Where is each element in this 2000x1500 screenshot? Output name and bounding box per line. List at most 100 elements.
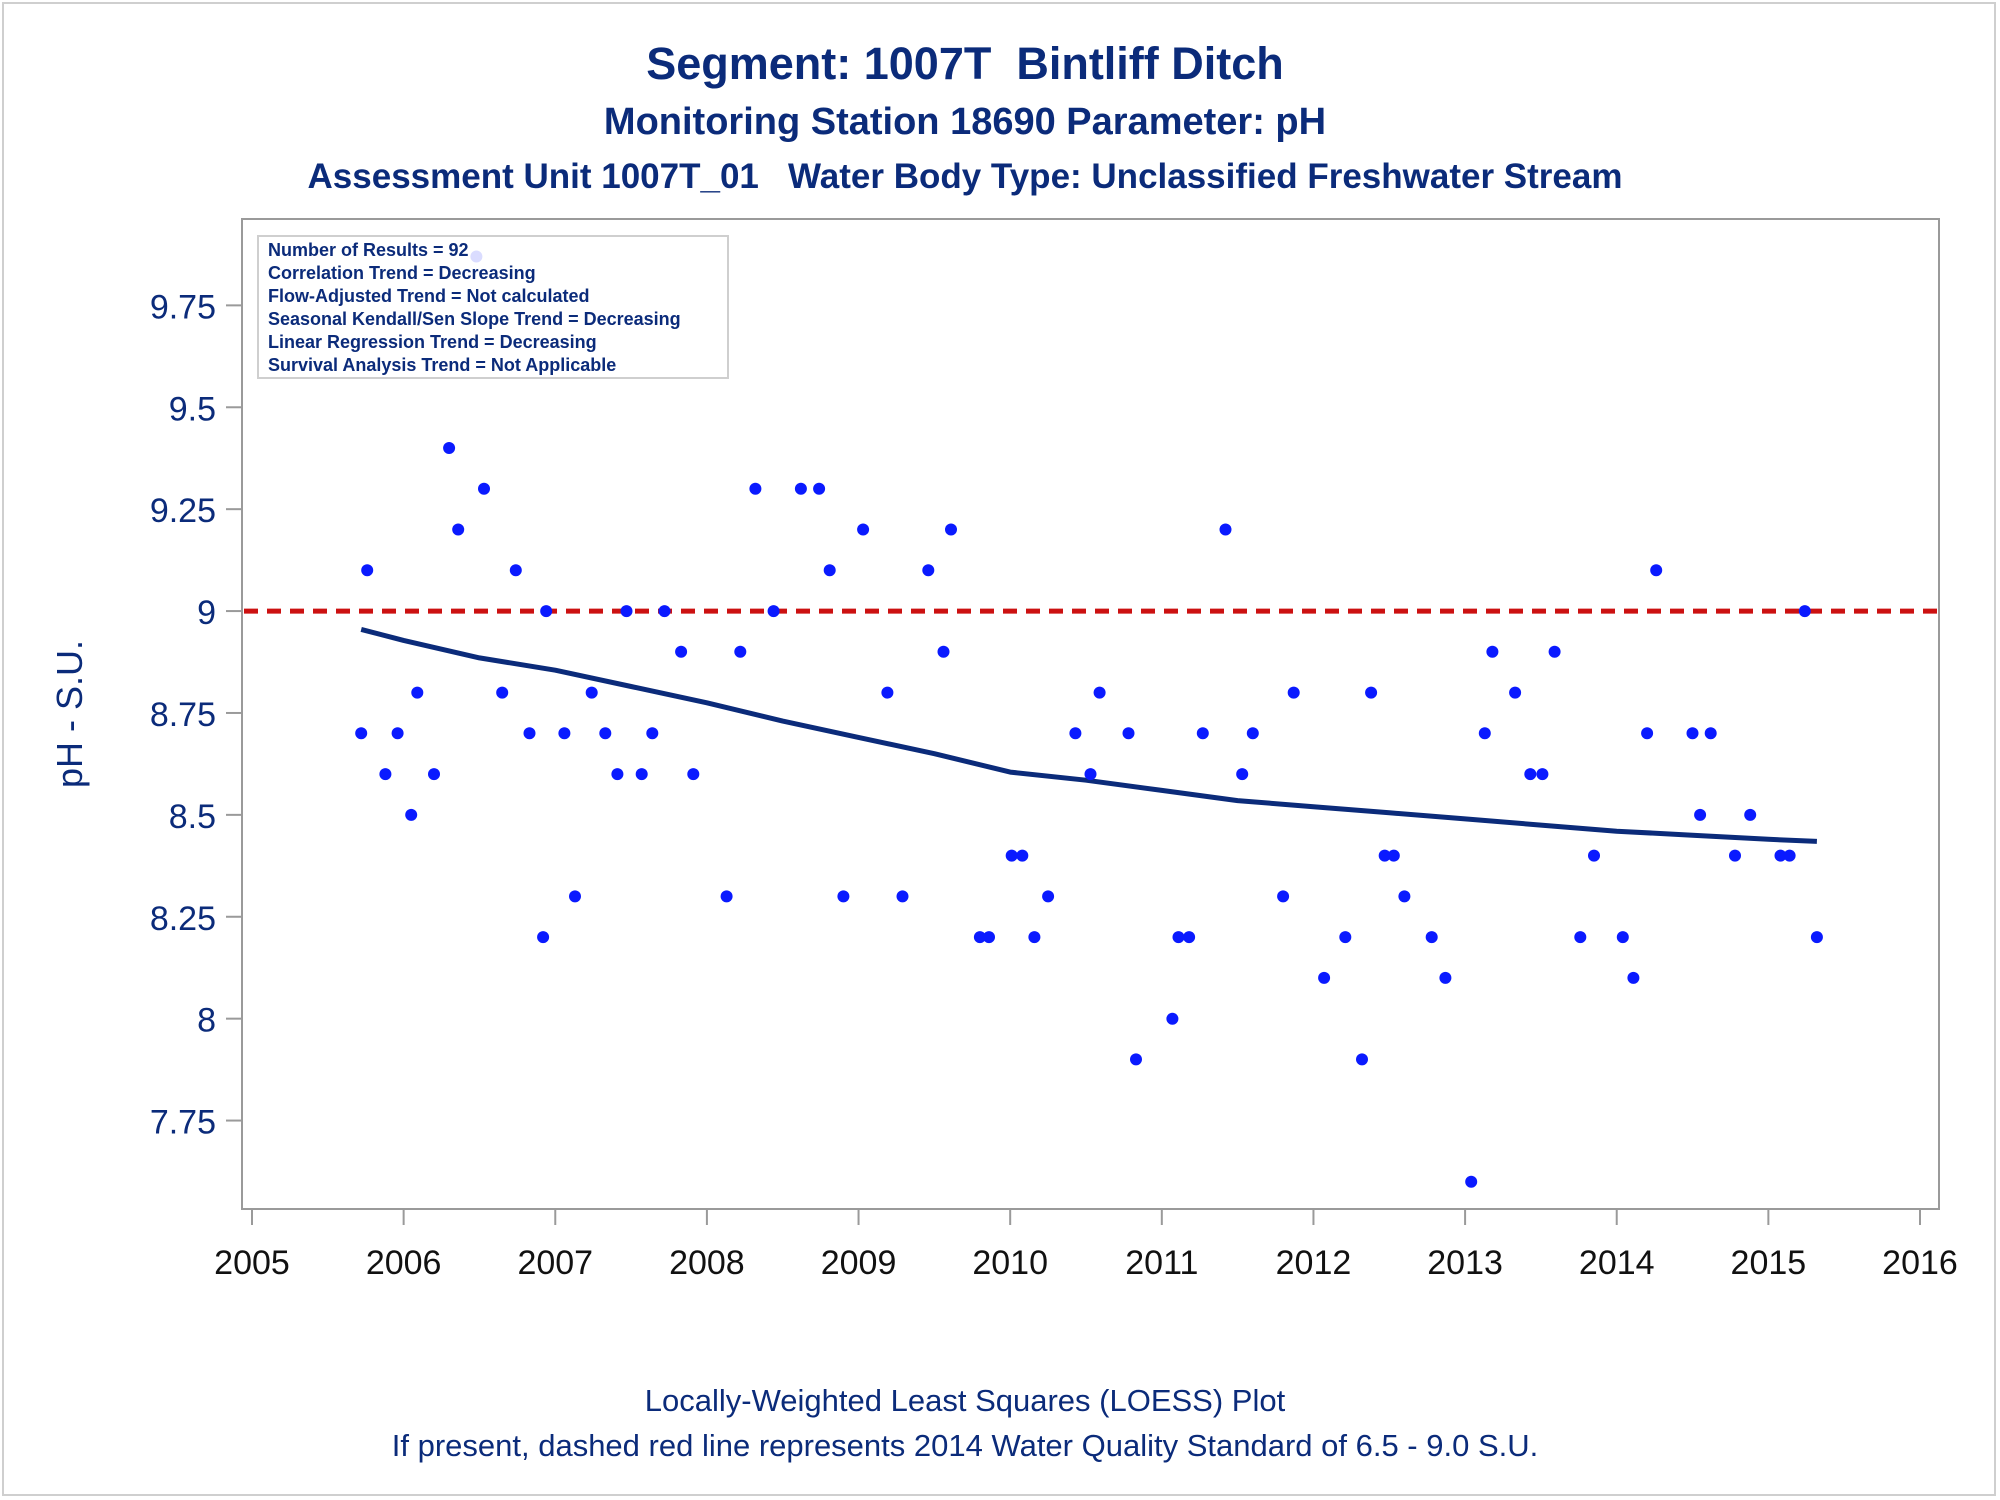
x-tick-label: 2007 — [517, 1244, 593, 1282]
trend-box-line: Survival Analysis Trend = Not Applicable — [268, 355, 616, 375]
data-point — [1524, 768, 1537, 781]
data-point — [1246, 727, 1259, 740]
data-point — [523, 727, 536, 740]
data-point — [983, 931, 995, 944]
data-point — [1729, 849, 1741, 862]
data-point — [1616, 931, 1629, 944]
data-point — [1130, 1053, 1142, 1066]
data-point — [1810, 931, 1823, 944]
data-point — [1122, 727, 1135, 740]
data-point — [1478, 727, 1491, 740]
chart-subtitle-assessment: Assessment Unit 1007T_01 Water Body Type… — [307, 157, 1623, 196]
data-point — [1650, 564, 1663, 577]
x-tick-label: 2006 — [366, 1244, 442, 1282]
trend-box-line: Flow-Adjusted Trend = Not calculated — [268, 286, 590, 306]
y-axis-label: pH - S.U. — [49, 640, 90, 788]
data-point — [813, 482, 826, 495]
x-tick-label: 2016 — [1882, 1244, 1958, 1282]
data-point — [837, 890, 850, 903]
x-tick-label: 2015 — [1731, 1244, 1807, 1282]
footnote-method: Locally-Weighted Least Squares (LOESS) P… — [644, 1383, 1286, 1418]
data-point — [720, 890, 733, 903]
data-point — [1686, 727, 1699, 740]
data-point — [881, 686, 894, 699]
data-point — [1398, 890, 1411, 903]
data-point — [1028, 931, 1041, 944]
data-point — [945, 523, 957, 536]
data-point — [569, 890, 581, 903]
x-tick-label: 2014 — [1579, 1244, 1655, 1282]
data-point — [443, 442, 456, 454]
data-point — [1236, 768, 1249, 781]
x-tick-label: 2010 — [972, 1244, 1048, 1282]
data-point — [540, 605, 553, 618]
data-point — [1172, 931, 1185, 944]
data-point — [452, 523, 465, 536]
data-point — [1641, 727, 1654, 740]
data-point — [1339, 931, 1352, 944]
trend-box-line: Linear Regression Trend = Decreasing — [268, 332, 597, 352]
y-tick-label: 7.75 — [150, 1104, 216, 1142]
data-point — [585, 686, 598, 699]
x-tick-label: 2013 — [1427, 1244, 1503, 1282]
chart-title: Segment: 1007T Bintliff Ditch — [646, 38, 1284, 89]
data-point — [1365, 686, 1378, 699]
data-point — [1287, 686, 1300, 699]
data-point — [1183, 931, 1196, 944]
data-point — [611, 768, 624, 781]
data-point — [1356, 1053, 1368, 1066]
data-point — [922, 564, 935, 577]
data-point — [1093, 686, 1106, 699]
data-point — [1465, 1175, 1478, 1188]
data-point — [599, 727, 612, 740]
data-point — [558, 727, 571, 740]
trend-box-line: Correlation Trend = Decreasing — [268, 263, 536, 283]
data-point — [1509, 686, 1522, 699]
data-point — [1016, 849, 1029, 862]
data-point — [1042, 890, 1055, 903]
data-point — [411, 686, 424, 699]
data-point — [1704, 727, 1717, 740]
footnote-standard: If present, dashed red line represents 2… — [391, 1428, 1539, 1463]
y-tick-label: 8.5 — [169, 798, 216, 836]
loess-line — [360, 626, 1818, 844]
data-point — [428, 768, 440, 781]
data-point — [1378, 849, 1391, 862]
data-point — [687, 768, 700, 781]
x-tick-label: 2011 — [1125, 1244, 1198, 1282]
data-point — [1387, 849, 1400, 862]
data-point — [937, 645, 950, 658]
y-tick-label: 8 — [197, 1002, 216, 1040]
data-point — [478, 482, 490, 495]
data-point — [1798, 605, 1811, 618]
data-point — [355, 727, 368, 740]
data-point — [1574, 931, 1587, 944]
data-point — [1069, 727, 1082, 740]
data-point — [1166, 1012, 1179, 1025]
data-point — [1277, 890, 1290, 903]
x-axis: 2005 2006 2007 2008 2009 2010 2011 2012 2013 2014… — [214, 1209, 1958, 1282]
x-tick-label: 2005 — [214, 1244, 290, 1282]
loess-curve — [360, 626, 1818, 844]
trend-box-line: Seasonal Kendall/Sen Slope Trend = Decre… — [268, 309, 681, 329]
data-point — [509, 564, 522, 577]
plot-area — [241, 218, 1940, 1210]
data-point — [734, 645, 747, 658]
data-point — [635, 768, 648, 781]
x-tick-label: 2008 — [669, 1244, 745, 1282]
data-point — [658, 605, 671, 618]
y-tick-label: 9.5 — [169, 390, 216, 428]
data-point — [1783, 849, 1796, 862]
data-point — [1084, 768, 1097, 781]
data-point — [1744, 808, 1757, 821]
y-axis: 7.75 8 8.25 8.5 8.75 9 9.25 9.5 9.75 — [150, 288, 242, 1142]
data-point — [1694, 808, 1707, 821]
data-point — [1196, 727, 1209, 740]
data-point — [405, 808, 418, 821]
data-point — [675, 645, 688, 658]
data-point — [1774, 849, 1787, 862]
x-tick-label: 2009 — [821, 1244, 897, 1282]
data-point — [1536, 768, 1549, 781]
x-tick-label: 2012 — [1276, 1244, 1352, 1282]
